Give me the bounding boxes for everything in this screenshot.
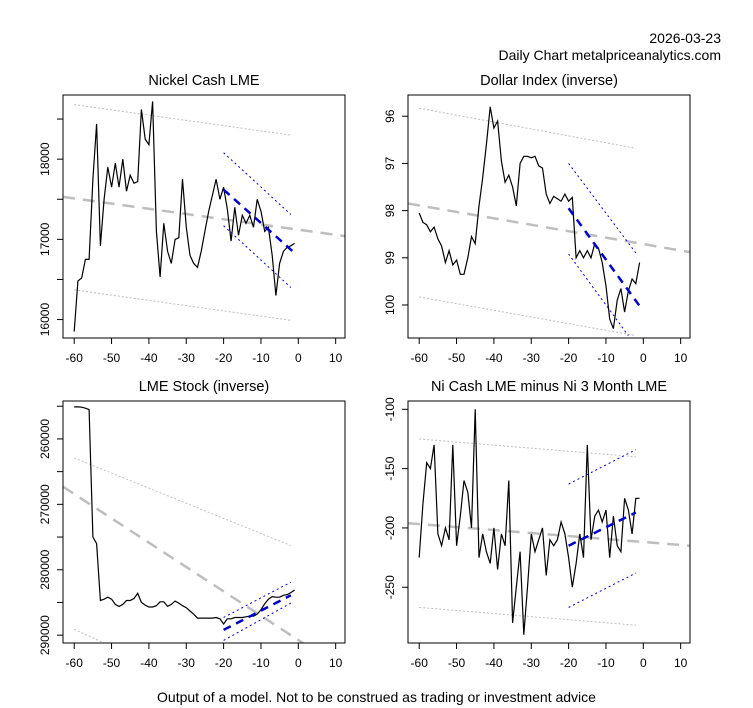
y-tick-label: 96 bbox=[383, 109, 397, 123]
x-tick-label: -50 bbox=[448, 351, 466, 365]
chart-panel-2: Dollar Index (inverse) -60 -50 -40 -30 -20 -10… bbox=[383, 73, 691, 365]
short-band-upper bbox=[223, 152, 292, 215]
x-tick-label: -10 bbox=[597, 656, 615, 670]
short-trend-line bbox=[222, 188, 296, 254]
y-tick-label: 16000 bbox=[38, 303, 52, 337]
short-trend-line bbox=[568, 511, 637, 547]
x-tick-label: -20 bbox=[215, 351, 233, 365]
y-tick-label: 17000 bbox=[38, 222, 52, 256]
x-tick-label: 0 bbox=[640, 351, 647, 365]
short-band-upper bbox=[568, 163, 639, 256]
y-tick-label: -200 bbox=[383, 516, 397, 540]
x-tick-label: -30 bbox=[178, 351, 196, 365]
x-tick-label: -30 bbox=[523, 656, 541, 670]
price-series-line bbox=[418, 409, 640, 635]
y-tick-label: -150 bbox=[383, 456, 397, 480]
panel-title: LME Stock (inverse) bbox=[139, 379, 270, 395]
plot-area bbox=[63, 101, 345, 332]
x-tick-label: 10 bbox=[329, 656, 343, 670]
y-tick-label: 98 bbox=[383, 204, 397, 218]
x-tick-label: -60 bbox=[411, 656, 429, 670]
chart-date: 2026-03-23 bbox=[649, 30, 721, 46]
short-trend-line bbox=[567, 207, 641, 307]
plot-area bbox=[408, 106, 690, 337]
x-tick-label: -40 bbox=[485, 351, 503, 365]
long-band-lower bbox=[74, 289, 291, 321]
chart-source: Daily Chart metalpriceanalytics.com bbox=[498, 47, 721, 63]
long-band-lower bbox=[419, 606, 636, 626]
x-tick-label: -50 bbox=[103, 351, 121, 365]
x-tick-label: 0 bbox=[640, 656, 647, 670]
y-tick-label: 260000 bbox=[38, 419, 52, 459]
long-band-lower bbox=[73, 628, 105, 643]
x-tick-label: -10 bbox=[252, 351, 270, 365]
short-band-lower bbox=[568, 572, 637, 608]
panel-title: Ni Cash LME minus Ni 3 Month LME bbox=[431, 379, 667, 395]
plot-frame bbox=[62, 94, 346, 339]
plot-frame bbox=[407, 94, 691, 339]
y-tick-label: -100 bbox=[383, 397, 397, 421]
chart-panel-4: Ni Cash LME minus Ni 3 Month LME -60 -50 -4… bbox=[383, 379, 691, 670]
y-tick-label: 18000 bbox=[38, 142, 52, 176]
y-tick-label: 99 bbox=[383, 251, 397, 265]
plot-area bbox=[63, 406, 306, 643]
x-tick-label: -20 bbox=[560, 656, 578, 670]
long-trend-line bbox=[408, 521, 690, 547]
short-band-lower bbox=[223, 602, 292, 641]
y-tick-label: 290000 bbox=[38, 615, 52, 655]
x-tick-label: 10 bbox=[674, 656, 688, 670]
plot-area bbox=[408, 409, 690, 635]
panel-title: Dollar Index (inverse) bbox=[480, 73, 618, 89]
price-series-line bbox=[74, 406, 295, 626]
x-tick-label: -60 bbox=[66, 351, 84, 365]
x-tick-label: -20 bbox=[215, 656, 233, 670]
price-series-line bbox=[418, 106, 641, 329]
long-band-upper bbox=[419, 107, 636, 149]
plot-frame bbox=[407, 400, 691, 644]
x-tick-label: -50 bbox=[103, 656, 121, 670]
plot-frame bbox=[62, 400, 346, 644]
x-tick-label: 10 bbox=[674, 351, 688, 365]
long-band-upper bbox=[74, 104, 291, 136]
x-tick-label: -20 bbox=[560, 351, 578, 365]
long-trend-line bbox=[63, 485, 306, 643]
y-tick-label: 270000 bbox=[38, 484, 52, 524]
panel-title: Nickel Cash LME bbox=[148, 73, 260, 89]
long-trend-line bbox=[63, 195, 345, 238]
chart-panel-1: Nickel Cash LME -60 -50 -40 -30 -20 -10 0 10 1600… bbox=[38, 73, 346, 365]
y-tick-label: 280000 bbox=[38, 549, 52, 589]
y-tick-label: 100 bbox=[383, 295, 397, 315]
x-tick-label: 0 bbox=[295, 351, 302, 365]
short-trend-line bbox=[223, 594, 292, 632]
x-tick-label: -60 bbox=[411, 351, 429, 365]
short-band-upper bbox=[568, 449, 637, 485]
x-tick-label: -40 bbox=[140, 351, 158, 365]
x-tick-label: -60 bbox=[66, 656, 84, 670]
x-tick-label: -10 bbox=[252, 656, 270, 670]
y-tick-label: 97 bbox=[383, 156, 397, 170]
short-band-lower bbox=[223, 225, 292, 288]
x-tick-label: -10 bbox=[597, 351, 615, 365]
x-tick-label: -30 bbox=[178, 656, 196, 670]
x-tick-label: -40 bbox=[140, 656, 158, 670]
disclaimer-footer: Output of a model. Not to be construed a… bbox=[157, 689, 596, 705]
price-series-line bbox=[73, 101, 295, 332]
x-tick-label: -40 bbox=[485, 656, 503, 670]
long-band-upper bbox=[74, 457, 292, 547]
y-tick-label: -250 bbox=[383, 575, 397, 599]
short-band-lower bbox=[568, 253, 629, 336]
long-band-upper bbox=[419, 438, 636, 458]
long-band-lower bbox=[419, 296, 636, 337]
x-tick-label: -50 bbox=[448, 656, 466, 670]
x-tick-label: 0 bbox=[295, 656, 302, 670]
x-tick-label: -30 bbox=[523, 351, 541, 365]
long-trend-line bbox=[408, 202, 690, 254]
chart-panel-3: LME Stock (inverse) -60 -50 -40 -30 -20 -10 0 10… bbox=[38, 379, 346, 670]
x-tick-label: 10 bbox=[329, 351, 343, 365]
